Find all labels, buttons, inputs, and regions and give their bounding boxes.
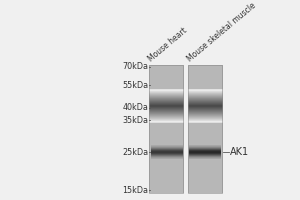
Text: 35kDa: 35kDa (122, 116, 148, 125)
Text: 15kDa: 15kDa (122, 186, 148, 195)
Bar (188, 65, 222, 193)
Text: AK1: AK1 (230, 147, 249, 157)
Text: 70kDa: 70kDa (122, 62, 148, 71)
Text: Mouse heart: Mouse heart (146, 26, 189, 64)
Text: 55kDa: 55kDa (122, 81, 148, 90)
Bar (149, 65, 183, 193)
Text: 25kDa: 25kDa (122, 148, 148, 157)
Text: 40kDa: 40kDa (123, 103, 148, 112)
Text: Mouse skeletal muscle: Mouse skeletal muscle (185, 1, 257, 64)
